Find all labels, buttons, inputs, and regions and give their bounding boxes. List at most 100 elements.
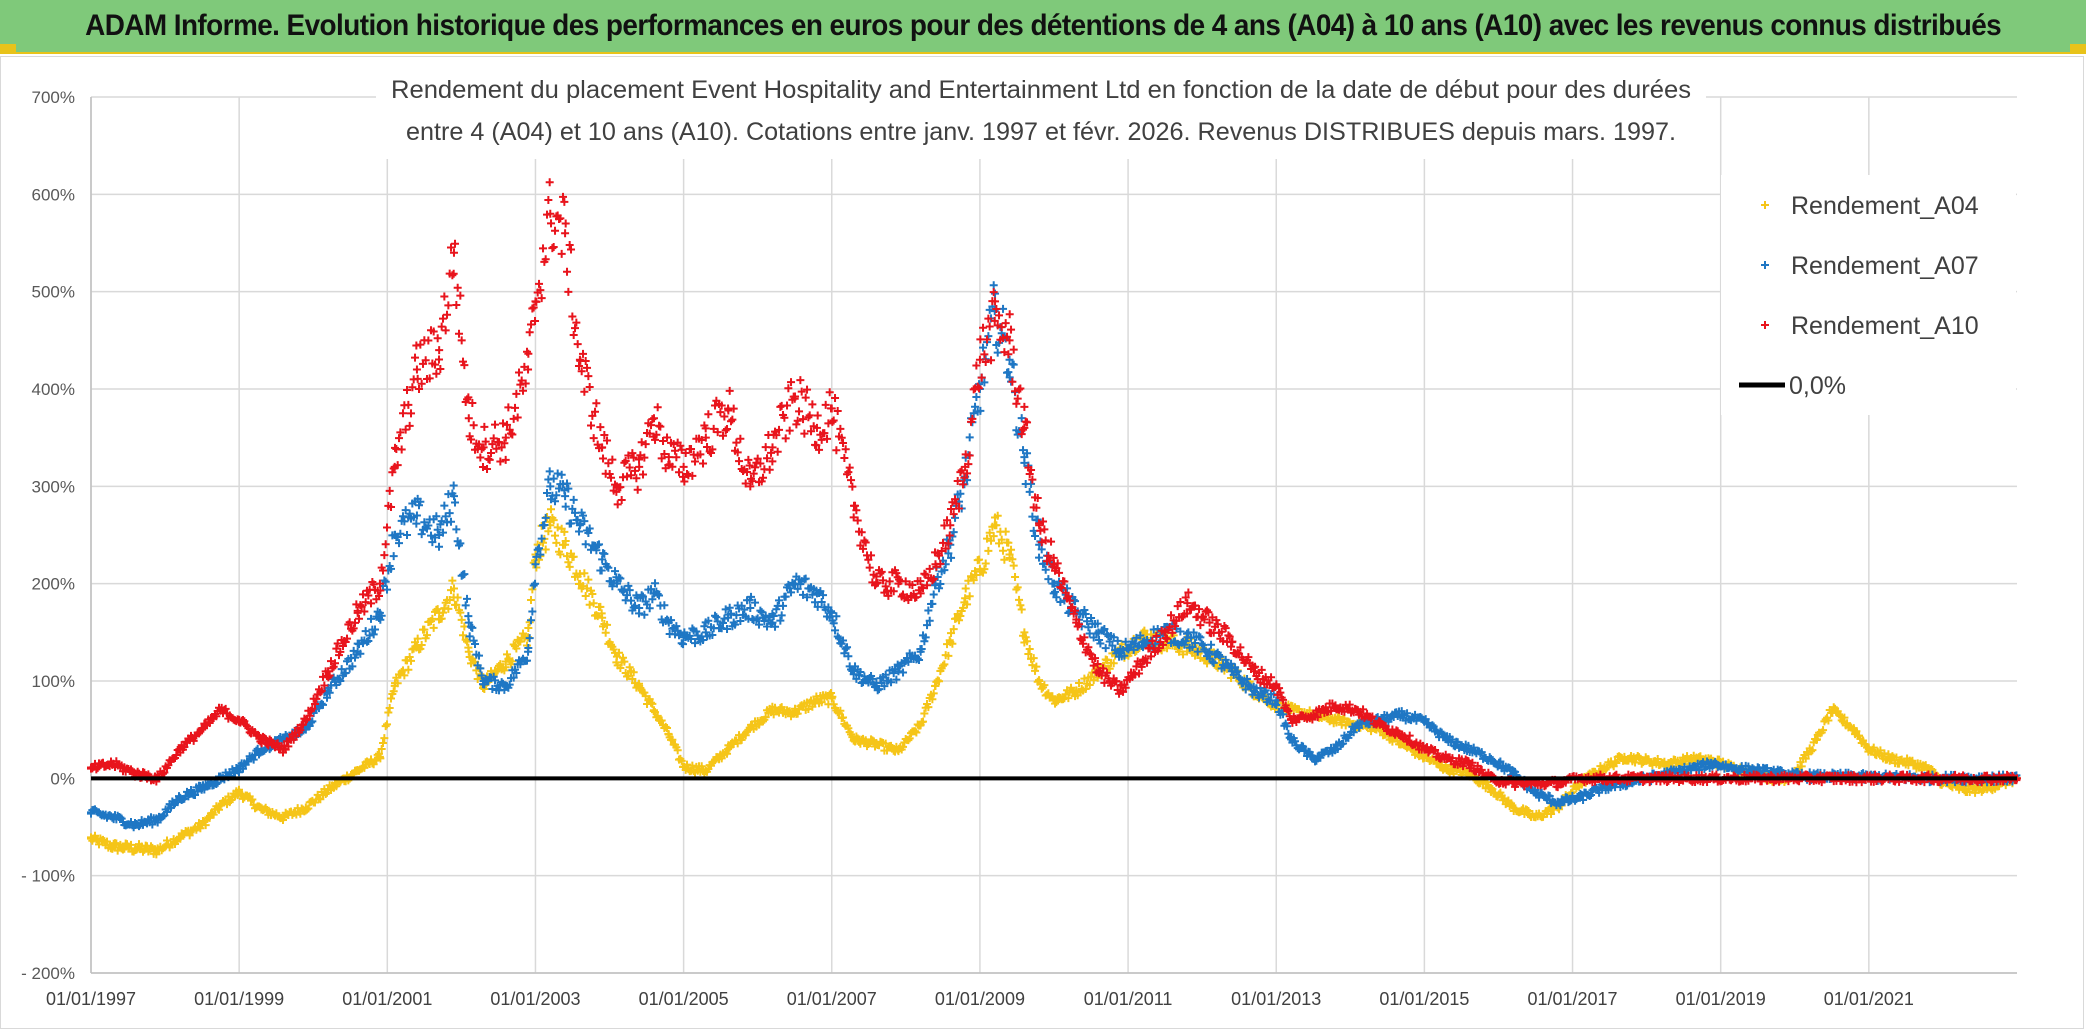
data-point [496,457,505,466]
data-point [1120,651,1129,660]
data-point [319,700,328,709]
data-point [585,524,594,533]
data-point [969,409,978,418]
data-point [537,534,546,543]
data-point [635,455,644,464]
data-point [615,648,624,657]
data-point [583,363,592,372]
data-point [667,616,676,625]
data-point [949,625,958,634]
data-point [560,527,569,536]
data-point [1039,517,1048,526]
data-point [1100,625,1109,634]
data-point [624,451,633,460]
y-tick-label: - 200% [21,964,75,983]
data-point [1221,655,1230,664]
data-point [873,686,882,695]
data-point [468,398,477,407]
data-point [675,631,684,640]
data-point [985,528,994,537]
data-point [543,210,552,219]
data-point [839,636,848,645]
data-point [972,393,981,402]
data-point [1204,608,1213,617]
data-point [755,620,764,629]
data-point [988,522,997,531]
data-point [929,689,938,698]
data-point [1188,643,1197,652]
data-point [1808,746,1817,755]
data-point [209,810,218,819]
data-point [412,365,421,374]
data-point [688,761,697,770]
data-point [723,749,732,758]
data-point [1595,788,1604,797]
data-point [917,644,926,653]
data-point [717,401,726,410]
data-point [941,544,950,553]
data-point [997,323,1006,332]
data-point [488,684,497,693]
data-point [928,695,937,704]
data-point [945,531,954,540]
data-point [296,726,305,735]
data-point [459,631,468,640]
data-point [975,384,984,393]
data-point [1596,762,1605,771]
data-point [553,469,562,478]
data-point [500,439,509,448]
data-point [604,459,613,468]
data-point [429,623,438,632]
data-point [752,615,761,624]
data-point [567,519,576,528]
data-point [1089,633,1098,642]
data-point [1005,373,1014,382]
data-point [749,469,758,478]
data-point [597,609,606,618]
x-tick-label: 01/01/2017 [1527,989,1617,1009]
data-point [1016,601,1025,610]
data-point [501,433,510,442]
data-point [757,608,766,617]
data-point [435,542,444,551]
data-point [439,528,448,537]
data-point [827,607,836,616]
data-point [828,692,837,701]
data-point [437,614,446,623]
data-point [1113,636,1122,645]
data-point [1167,611,1176,620]
data-point [508,657,517,666]
data-point [464,414,473,423]
data-point [327,657,336,666]
data-point [732,611,741,620]
data-point [1057,583,1066,592]
data-point [759,473,768,482]
data-point [772,431,781,440]
data-point [1260,687,1269,696]
data-point [1199,641,1208,650]
data-point [691,457,700,466]
data-point [1181,637,1190,646]
data-point [791,392,800,401]
data-point [916,577,925,586]
data-point [391,443,400,452]
data-point [1824,716,1833,725]
data-point [1176,627,1185,636]
data-point [423,631,432,640]
data-point [453,593,462,602]
data-point [1023,449,1032,458]
data-point [621,456,630,465]
data-point [1255,693,1264,702]
data-point [793,416,802,425]
data-point [743,467,752,476]
data-point [977,373,986,382]
data-point [657,454,666,463]
data-point [321,790,330,799]
data-point [408,383,417,392]
data-point [1228,637,1237,646]
data-point [569,330,578,339]
data-point [565,241,574,250]
data-point [651,579,660,588]
data-point [501,455,510,464]
data-point [555,484,564,493]
